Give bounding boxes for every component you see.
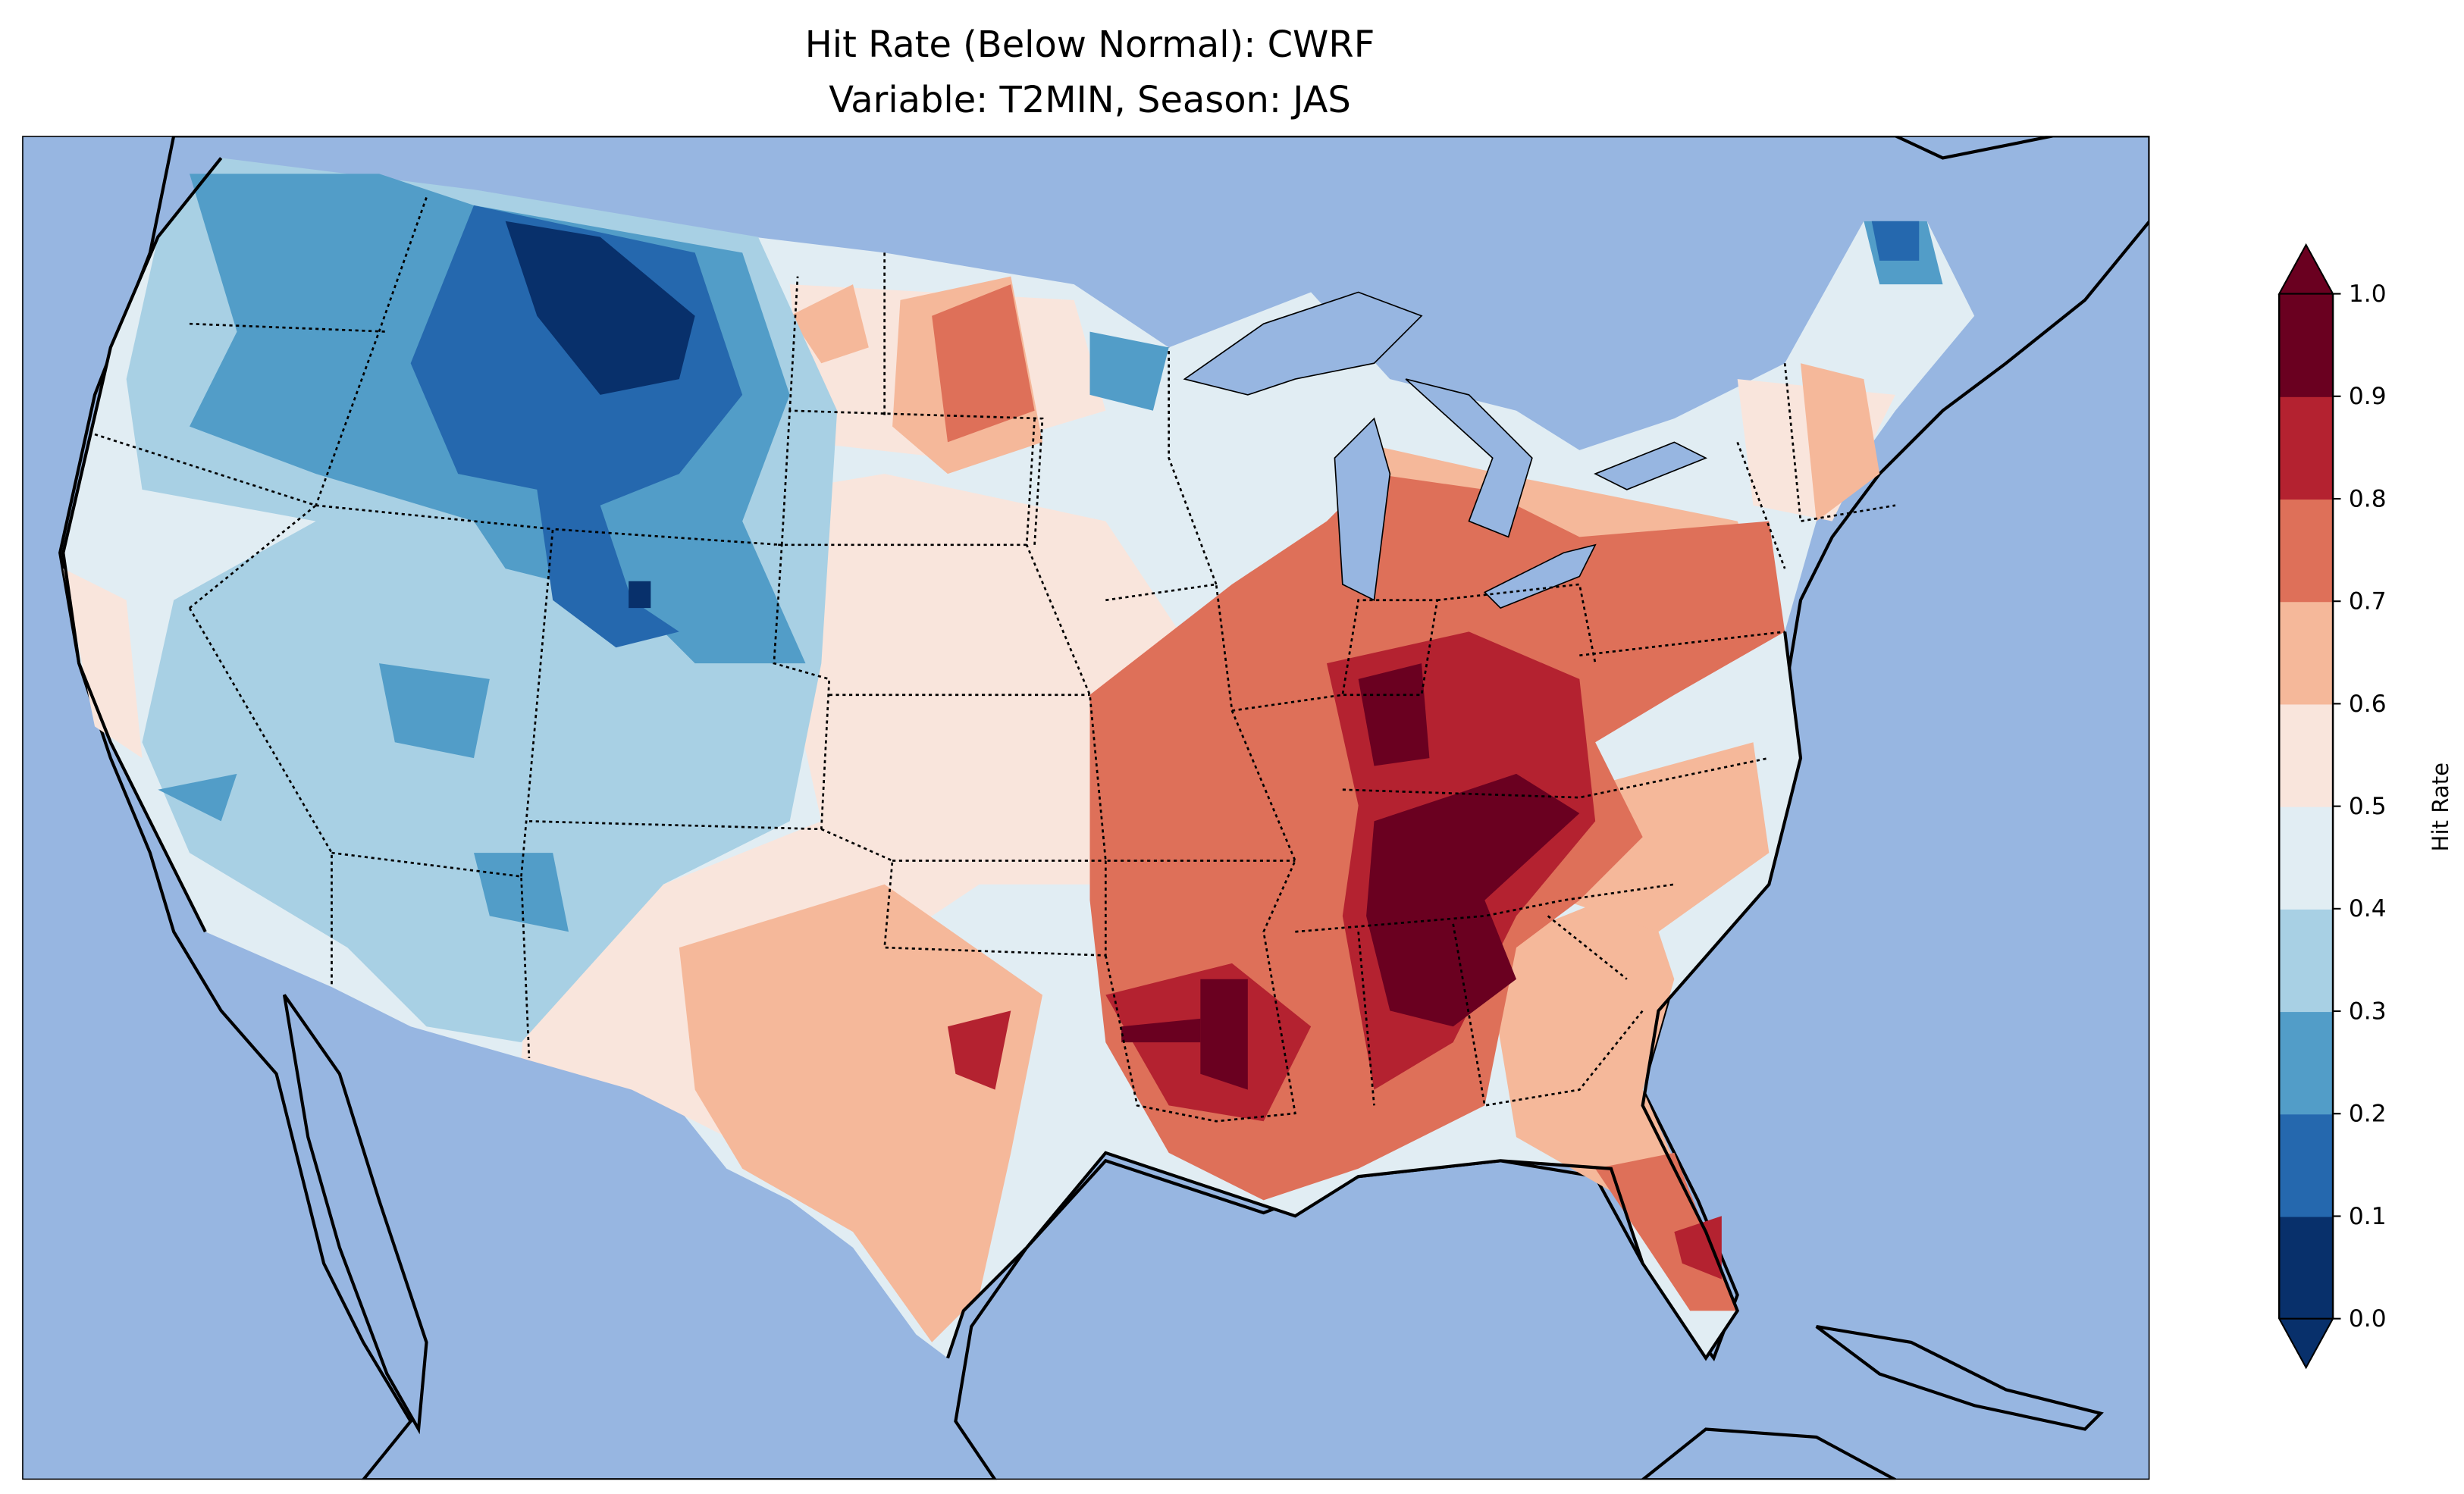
- colorbar-segment: [2279, 1011, 2334, 1115]
- chart-subtitle: Variable: T2MIN, Season: JAS: [829, 80, 1351, 121]
- colorbar-segment: [2279, 396, 2334, 500]
- colorbar-segment: [2279, 908, 2334, 1013]
- us-coastline: [61, 157, 1803, 1361]
- colorbar-tick-label: 0.8: [2349, 485, 2387, 512]
- land-mexico-south: [1640, 1427, 1896, 1480]
- land-baja: [282, 994, 428, 1435]
- colorbar-segment: [2279, 1216, 2334, 1320]
- colorbar-tick-label: 0.5: [2349, 793, 2387, 820]
- colorbar-segment: [2279, 601, 2334, 705]
- colorbar: 0.0 0.1 0.2 0.3 0.4 0.5 0.6 0.7 0.8 0.9 1.0: [2277, 243, 2387, 1370]
- heatmap-regions: [63, 158, 1943, 1342]
- colorbar-tick-label: 0.0: [2349, 1305, 2387, 1333]
- heatmap-region-level-0.1: [1871, 221, 1920, 261]
- heatmap-region-level-0.5: [63, 568, 143, 759]
- colorbar-segment: [2279, 1113, 2334, 1217]
- colorbar-tick-label: 0.9: [2349, 383, 2387, 410]
- colorbar-segment: [2279, 703, 2334, 807]
- colorbar-segment: [2279, 806, 2334, 910]
- heatmap-region-level-0.2: [379, 663, 490, 759]
- heatmap-region-level-0.8: [1674, 1216, 1722, 1279]
- heatmap-region-level-0.7: [932, 284, 1035, 443]
- colorbar-extend-min: [2277, 1317, 2334, 1370]
- colorbar-extend-max: [2277, 243, 2334, 295]
- heatmap-region-level-0.6: [679, 884, 1042, 1342]
- chart-title: Hit Rate (Below Normal): CWRF: [805, 24, 1375, 66]
- heatmap-region-level-0: [505, 221, 695, 395]
- colorbar-tick-label: 0.6: [2349, 691, 2387, 718]
- colorbar-segment: [2279, 293, 2334, 397]
- land-cuba: [1815, 1325, 2104, 1431]
- colorbar-tick-label: 0.7: [2349, 588, 2387, 615]
- map-axes: [22, 136, 2150, 1480]
- heatmap-region-level-0.9: [1358, 663, 1430, 766]
- colorbar-segment: [2279, 499, 2334, 603]
- colorbar-tick-label: 0.3: [2349, 998, 2387, 1025]
- state-borders: [94, 197, 1896, 1123]
- colorbar-tick-label: 0.2: [2349, 1101, 2387, 1128]
- heatmap-region-level-0.6: [789, 284, 869, 364]
- heatmap-region-level-0.9: [1366, 773, 1580, 1027]
- heatmap-region-level-0: [629, 581, 651, 609]
- colorbar-tick-label: 0.1: [2349, 1203, 2387, 1230]
- heatmap-region-level-0.9: [1200, 979, 1248, 1090]
- heatmap-region-level-0.8: [948, 1010, 1011, 1090]
- colorbar-label: Hit Rate: [2428, 763, 2453, 852]
- colorbar-tick-label: 0.4: [2349, 895, 2387, 922]
- heatmap-region-level-0.6: [1801, 363, 1880, 521]
- colorbar-tick-label: 1.0: [2349, 280, 2387, 308]
- heatmap-region-level-0.2: [1089, 331, 1169, 411]
